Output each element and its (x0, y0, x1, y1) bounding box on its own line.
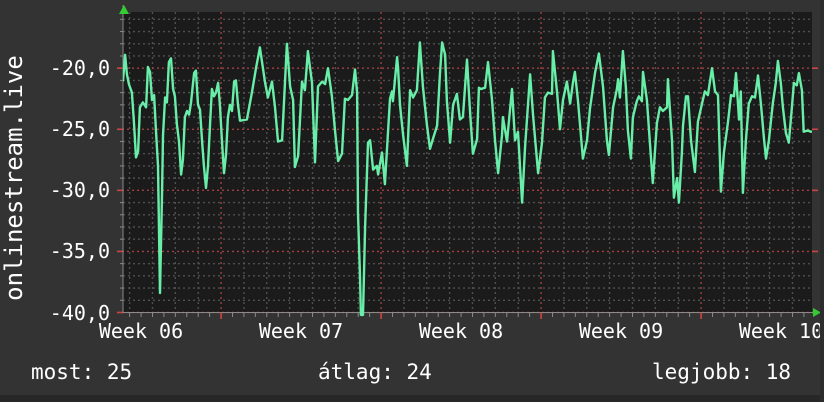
stat-average: átlag: 24 (318, 360, 432, 384)
x-axis-label: Week 07 (258, 319, 344, 343)
x-axis-label: Week 08 (418, 319, 504, 343)
bottom-border (0, 395, 824, 402)
x-axis-label: Week 10 (738, 319, 824, 343)
x-axis-label: Week 06 (98, 319, 184, 343)
y-axis-label: -35,0 (49, 239, 110, 263)
plot-area (117, 5, 821, 319)
y-axis-label: -40,0 (49, 301, 110, 325)
stat-best: legjobb: 18 (652, 360, 792, 384)
x-axis-label: Week 09 (578, 319, 664, 343)
x-axis-arrow-icon (813, 308, 821, 317)
stat-current: most: 25 (31, 360, 133, 384)
y-axis-arrow-icon (119, 5, 129, 14)
y-axis-title: onlinestream.live (0, 55, 28, 301)
y-axis-label: -30,0 (49, 178, 110, 202)
right-border (820, 0, 824, 402)
y-axis-label: -25,0 (49, 117, 110, 141)
data-line (123, 41, 812, 317)
y-axis-label: -20,0 (49, 56, 110, 80)
